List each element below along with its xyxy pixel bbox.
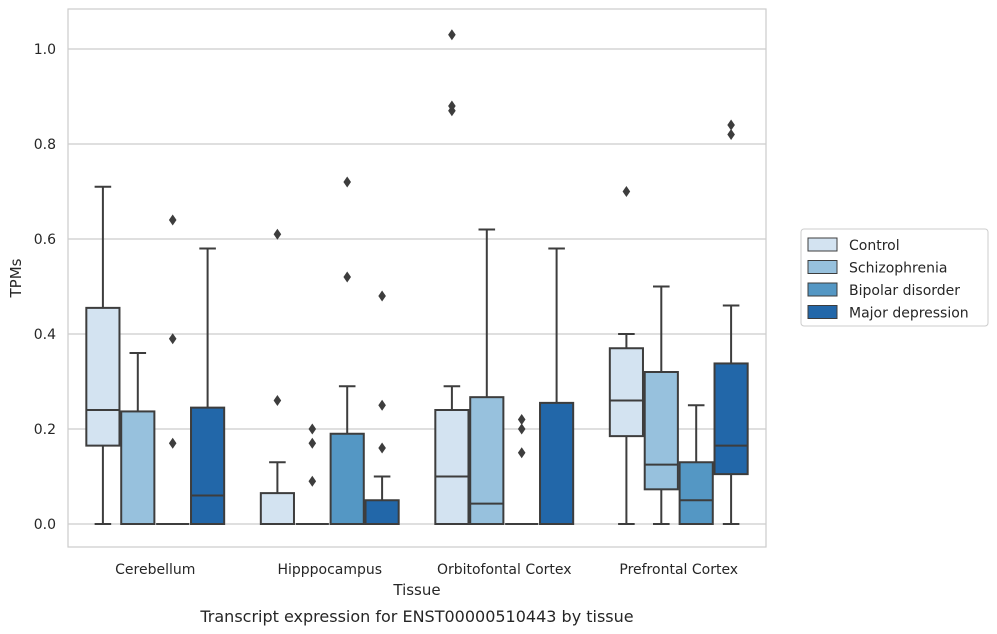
- outlier-point: [273, 395, 282, 406]
- box-control: [608, 186, 644, 525]
- gridlines: [68, 48, 766, 525]
- legend-swatch: [807, 260, 838, 274]
- box-schizophrenia: [295, 423, 329, 525]
- legend-label: Control: [849, 238, 900, 254]
- x-tick-label: Cerebellum: [115, 562, 195, 578]
- box-iqr: [608, 347, 644, 438]
- outlier-point: [517, 423, 526, 435]
- box-bipolar-disorder: [678, 404, 714, 525]
- box-major-depression: [713, 119, 749, 525]
- x-tick-label: Prefrontal Cortex: [619, 562, 738, 578]
- legend: Control Schizophrenia Bipolar disorder Majo…: [800, 228, 989, 327]
- outlier-point: [727, 119, 735, 131]
- box-bipolar-disorder: [329, 176, 365, 525]
- outlier-point: [273, 228, 282, 240]
- legend-swatch: [807, 237, 838, 252]
- box-major-depression: [190, 247, 226, 525]
- y-tick-label: 0.4: [34, 327, 56, 343]
- legend-frame: [800, 228, 989, 327]
- outlier-point: [168, 214, 177, 226]
- box-iqr: [713, 362, 749, 476]
- box-control: [259, 228, 295, 525]
- box-iqr: [120, 410, 156, 525]
- outlier-point: [448, 100, 456, 112]
- x-tick-label: Hipppocampus: [277, 562, 382, 578]
- box-iqr: [259, 492, 295, 525]
- boxes: [85, 29, 749, 525]
- outlier-point: [727, 129, 735, 140]
- y-axis-label: TPMs: [7, 258, 25, 298]
- legend-swatch: [807, 305, 838, 319]
- box-control: [434, 29, 470, 525]
- legend-label: Major depression: [849, 306, 969, 322]
- box-control: [85, 185, 121, 525]
- x-tick-label: Orbitofontal Cortex: [437, 562, 572, 578]
- box-iqr: [364, 499, 400, 525]
- y-tick-label: 0.2: [34, 422, 56, 438]
- box-schizophrenia: [469, 228, 505, 525]
- x-axis-label: Tissue: [392, 581, 440, 599]
- chart-caption: Transcript expression for ENST0000051044…: [199, 607, 633, 626]
- outlier-point: [378, 399, 386, 411]
- box-major-depression: [364, 290, 400, 525]
- y-tick-label: 0.8: [34, 137, 56, 153]
- box-iqr: [678, 461, 714, 525]
- box-iqr: [329, 432, 365, 525]
- outlier-point: [622, 186, 631, 197]
- legend-label: Schizophrenia: [849, 261, 947, 277]
- y-tick-label: 0.0: [34, 517, 56, 533]
- legend-swatch: [807, 282, 838, 297]
- outlier-point: [517, 447, 526, 459]
- box-major-depression: [539, 247, 575, 525]
- outlier-point: [308, 423, 317, 435]
- box-iqr: [469, 396, 505, 525]
- outlier-point: [378, 442, 386, 454]
- outlier-point: [168, 333, 177, 345]
- outlier-point: [378, 290, 386, 302]
- box-iqr: [434, 409, 470, 525]
- box-bipolar-disorder: [156, 214, 190, 525]
- box-schizophrenia: [643, 285, 679, 525]
- outlier-point: [168, 437, 177, 449]
- outlier-point: [343, 271, 351, 283]
- box-bipolar-disorder: [505, 414, 539, 525]
- box-iqr: [539, 401, 575, 525]
- plot-area: [67, 8, 767, 548]
- y-axis-ticks: 0.0 0.2 0.4 0.6 0.8 1.0: [34, 42, 56, 533]
- y-tick-label: 1.0: [34, 42, 56, 58]
- outlier-point: [448, 29, 456, 41]
- box-iqr: [190, 406, 226, 525]
- y-tick-label: 0.6: [34, 232, 56, 248]
- outlier-point: [517, 414, 526, 425]
- outlier-point: [308, 437, 317, 449]
- box-schizophrenia: [120, 352, 156, 525]
- outlier-point: [308, 475, 317, 487]
- legend-label: Bipolar disorder: [849, 283, 960, 299]
- box-iqr: [643, 371, 679, 491]
- x-axis-ticks: Cerebellum Hipppocampus Orbitofontal Corte…: [115, 562, 738, 578]
- outlier-point: [343, 176, 351, 188]
- box-iqr: [85, 306, 121, 447]
